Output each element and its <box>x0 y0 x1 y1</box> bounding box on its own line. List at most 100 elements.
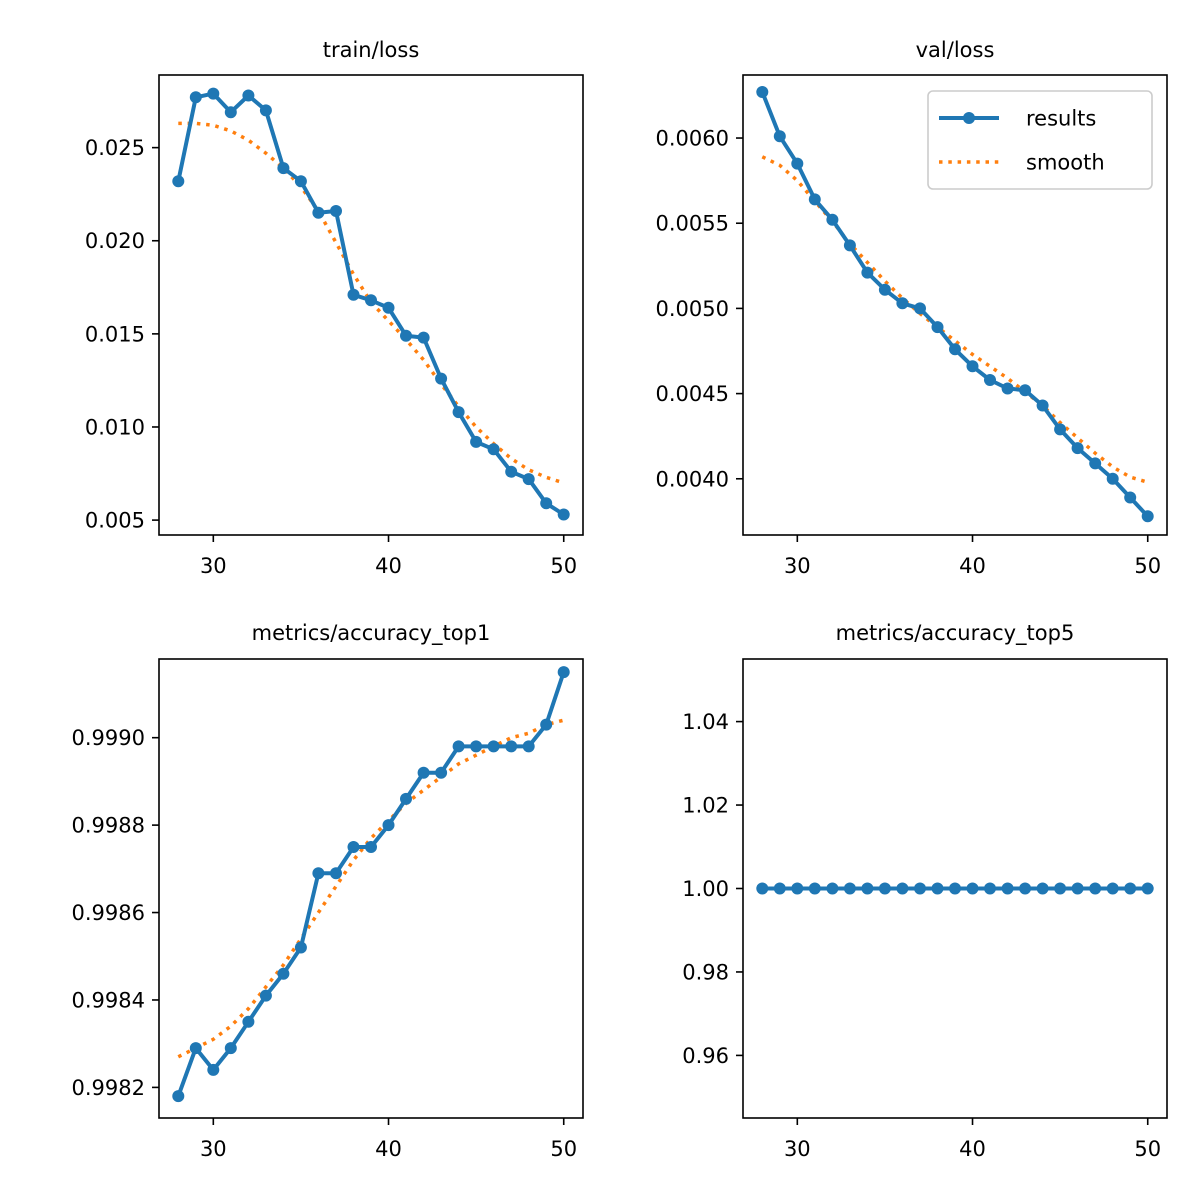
results-point <box>312 867 325 880</box>
results-point <box>843 239 856 252</box>
results-point <box>878 882 891 895</box>
x-tick-label: 50 <box>1134 554 1161 578</box>
y-tick-label: 0.010 <box>85 415 145 439</box>
y-tick-label: 0.005 <box>85 509 145 533</box>
x-tick-label: 40 <box>959 554 986 578</box>
results-point <box>1141 510 1154 523</box>
results-point <box>773 882 786 895</box>
results-point <box>382 819 395 832</box>
results-point <box>1124 882 1137 895</box>
results-point <box>259 104 272 117</box>
results-point <box>242 89 255 102</box>
results-point <box>452 406 465 419</box>
results-point <box>417 331 430 344</box>
results-point <box>1019 882 1032 895</box>
subplot-title: train/loss <box>323 38 420 62</box>
results-point <box>347 841 360 853</box>
results-point <box>540 718 553 731</box>
axes-frame <box>742 74 1168 536</box>
y-tick-label: 0.9988 <box>72 814 145 838</box>
results-point <box>435 766 448 779</box>
results-point <box>1036 882 1049 895</box>
results-point <box>791 157 804 170</box>
x-tick-label: 40 <box>375 1137 402 1161</box>
results-point <box>505 740 518 753</box>
results-point <box>522 740 535 753</box>
results-point <box>330 867 342 880</box>
y-tick-label: 0.020 <box>85 229 145 253</box>
results-point <box>224 1042 237 1055</box>
y-tick-label: 0.9984 <box>72 988 145 1012</box>
results-point <box>966 360 979 373</box>
results-point <box>505 465 518 478</box>
y-tick-label: 0.0040 <box>656 467 729 491</box>
results-point <box>365 294 377 307</box>
y-tick-label: 0.96 <box>682 1044 729 1068</box>
results-point <box>914 882 926 895</box>
results-point <box>1036 399 1049 412</box>
results-point <box>417 766 430 779</box>
results-point <box>896 297 909 310</box>
results-point <box>189 1042 202 1055</box>
subplot-val-loss: val/loss 30 40 50 0.0040 0.0045 0.0050 0.0055 0… <box>656 38 1168 578</box>
y-tick-label: 0.0045 <box>656 382 729 406</box>
results-point <box>843 882 856 895</box>
results-point <box>487 740 500 753</box>
results-point <box>207 1063 220 1076</box>
results-point <box>172 175 185 188</box>
y-tick-label: 0.9986 <box>72 901 145 925</box>
results-point <box>1071 882 1084 895</box>
results-point <box>522 473 535 486</box>
results-point <box>914 302 926 315</box>
results-point <box>330 205 342 217</box>
results-point <box>826 882 839 895</box>
results-point <box>1071 442 1084 455</box>
results-point <box>1001 382 1014 395</box>
legend: results smooth <box>927 90 1153 190</box>
results-point <box>984 374 996 386</box>
results-point <box>435 372 448 385</box>
results-point <box>172 1090 185 1103</box>
legend-label: smooth <box>1026 151 1105 175</box>
smooth-line <box>177 718 565 1059</box>
x-tick-label: 30 <box>784 554 811 578</box>
results-point <box>949 882 961 895</box>
results-point <box>1054 423 1067 436</box>
results-point <box>312 206 325 219</box>
results-point <box>1106 882 1119 895</box>
y-tick-label: 1.00 <box>682 877 729 901</box>
subplot-train-loss: train/loss 30 40 50 0.005 0.010 0.015 0.020 0.0… <box>85 38 584 578</box>
results-point <box>1054 882 1067 895</box>
results-point <box>294 941 307 954</box>
x-tick-label: 50 <box>550 1137 577 1161</box>
x-tick-label: 50 <box>1134 1137 1161 1161</box>
results-point <box>452 740 465 753</box>
smooth-line <box>178 121 565 485</box>
results-point <box>400 792 412 805</box>
y-tick-label: 0.025 <box>85 136 145 160</box>
results-point <box>557 508 570 521</box>
axes-frame <box>158 658 584 1119</box>
results-point <box>557 666 570 679</box>
results-point <box>347 288 360 301</box>
results-point <box>259 989 272 1002</box>
axes-frame <box>158 74 584 536</box>
results-point <box>277 162 290 175</box>
results-point <box>224 106 237 119</box>
subplot-title: metrics/accuracy_top1 <box>252 621 491 646</box>
results-point <box>896 882 909 895</box>
results-point <box>189 91 202 104</box>
subplot-accuracy-top1: metrics/accuracy_top1 30 40 50 0.9982 0.9984… <box>72 621 584 1161</box>
results-point <box>756 86 769 98</box>
results-point <box>1106 472 1119 485</box>
results-point <box>470 740 483 753</box>
results-point <box>382 301 395 314</box>
results-point <box>1124 491 1137 504</box>
results-point <box>470 435 483 448</box>
y-tick-label: 0.9982 <box>72 1076 145 1100</box>
y-tick-label: 0.0050 <box>656 297 729 321</box>
results-point <box>931 882 944 895</box>
results-point <box>1089 457 1102 470</box>
